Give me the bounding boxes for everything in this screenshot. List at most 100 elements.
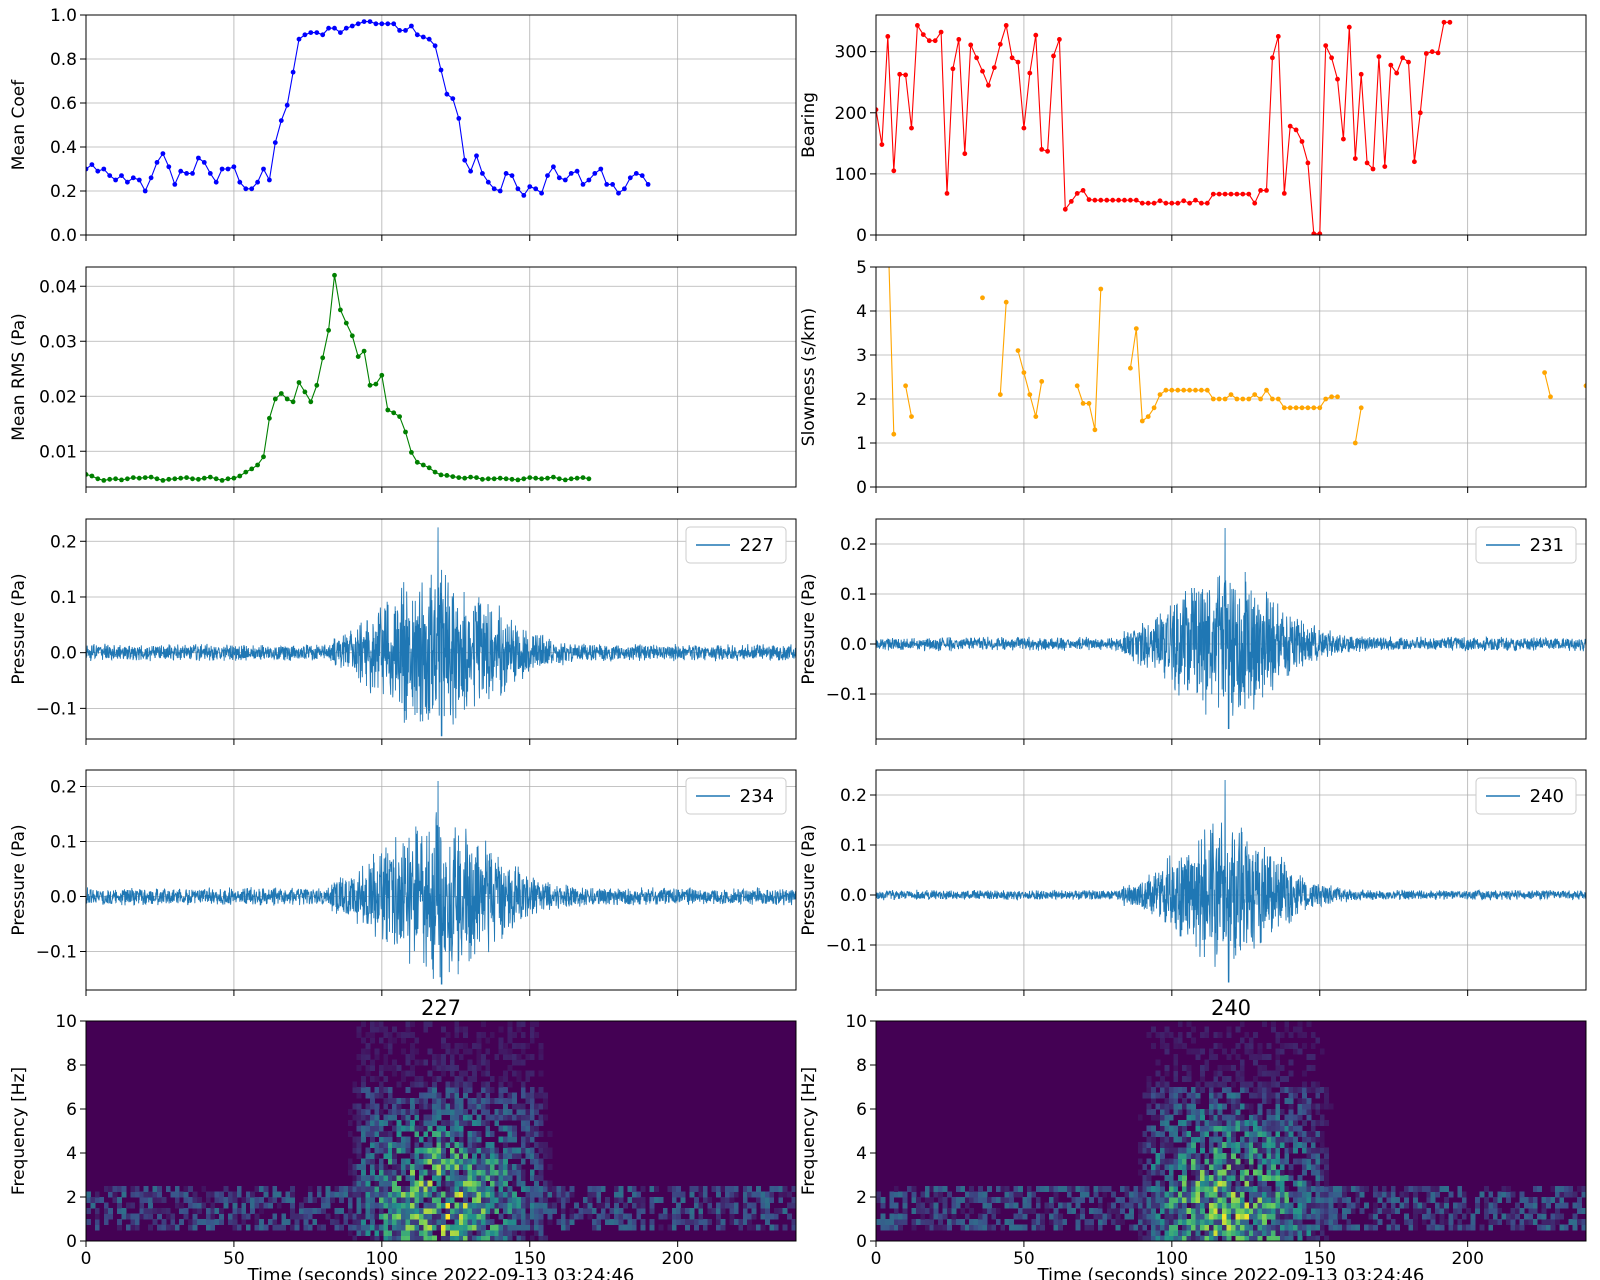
spectrogram-cell (409, 1208, 415, 1214)
spectrogram-cell (534, 1153, 540, 1159)
spectrogram-cell (361, 1081, 366, 1088)
spectrogram-cell (1195, 1120, 1201, 1126)
spectrogram-cell (432, 1153, 437, 1159)
data-point (290, 69, 296, 75)
spectrogram-cell (489, 1202, 495, 1209)
spectrogram-cell (334, 1224, 340, 1231)
spectrogram-cell (361, 1191, 366, 1198)
spectrogram-cell (370, 1191, 375, 1198)
spectrogram-cell (640, 1224, 646, 1231)
spectrogram-cell (538, 1219, 544, 1225)
spectrogram-cell (622, 1224, 628, 1231)
spectrogram-cell (392, 1070, 398, 1077)
spectrogram-cell (543, 1103, 548, 1110)
spectrogram-cell (396, 1164, 402, 1170)
spectrogram-cell (1226, 1175, 1232, 1181)
spectrogram-cell (1195, 1098, 1201, 1104)
spectrogram-cell (161, 1219, 167, 1225)
spectrogram-cell (1510, 1208, 1516, 1214)
data-point (545, 475, 550, 481)
spectrogram-cell (383, 1230, 389, 1236)
spectrogram-cell (458, 1164, 464, 1170)
spectrogram-cell (512, 1070, 517, 1077)
spectrogram-cell (1062, 1202, 1068, 1209)
spectrogram-cell (378, 1021, 384, 1027)
spectrogram-cell (1213, 1186, 1219, 1192)
spectrogram-cell (418, 1219, 424, 1225)
trace-line (876, 527, 1586, 730)
spectrogram-cell (494, 1114, 500, 1121)
spectrogram-cell (1217, 1114, 1223, 1121)
spectrogram-cell (498, 1109, 504, 1115)
spectrogram-cell (1226, 1114, 1232, 1121)
data-point (491, 186, 497, 192)
spectrogram-cell (409, 1191, 415, 1198)
spectrogram-cell (392, 1213, 398, 1220)
spectrogram-cell (1457, 1191, 1463, 1198)
spectrogram-cell (374, 1087, 380, 1093)
spectrogram-cell (596, 1213, 602, 1220)
spectrogram-cell (1226, 1186, 1232, 1192)
spectrogram-cell (1222, 1224, 1227, 1231)
spectrogram-cell (480, 1191, 486, 1198)
spectrogram-cell (449, 1136, 455, 1143)
spectrogram-cell (165, 1213, 171, 1220)
spectrogram-cell (347, 1224, 353, 1231)
spectrogram-cell (1177, 1180, 1183, 1187)
spectrogram-cell (432, 1186, 437, 1192)
spectrogram-cell (409, 1169, 415, 1176)
spectrogram-cell (494, 1230, 500, 1236)
spectrogram-cell (898, 1219, 904, 1225)
spectrogram-cell (476, 1059, 482, 1066)
spectrogram-cell (188, 1197, 193, 1203)
data-point (1145, 200, 1151, 206)
spectrogram-cell (432, 1191, 437, 1198)
spectrogram-cell (547, 1131, 553, 1137)
spectrogram-cell (1226, 1026, 1232, 1033)
spectrogram-cell (1297, 1180, 1303, 1187)
data-point (539, 476, 544, 482)
spectrogram-cell (307, 1191, 313, 1198)
spectrogram-cell (485, 1114, 491, 1121)
spectrogram-cell (485, 1186, 491, 1192)
spectrogram-cell (205, 1224, 211, 1231)
y-tick-label: 0.2 (50, 182, 77, 202)
spectrogram-cell (307, 1208, 313, 1214)
spectrogram-cell (1013, 1186, 1019, 1192)
spectrogram-cell (1142, 1186, 1148, 1192)
spectrogram-cell (1155, 1114, 1161, 1121)
spectrogram-cell (485, 1087, 491, 1093)
spectrogram-cell (1550, 1186, 1556, 1192)
spectrogram-cell (698, 1208, 704, 1214)
spectrogram-cell (427, 1070, 433, 1077)
spectrogram-cell (423, 1147, 429, 1154)
spectrogram-cell (1231, 1048, 1236, 1055)
spectrogram-cell (1279, 1180, 1285, 1187)
spectrogram-cell (1239, 1197, 1245, 1203)
spectrogram-cell (1040, 1219, 1046, 1225)
spectrogram-cell (374, 1230, 380, 1236)
spectrogram-cell (485, 1081, 491, 1088)
spectrogram-cell (134, 1186, 140, 1192)
spectrogram-cell (1568, 1191, 1574, 1198)
y-tick-label: 200 (835, 104, 867, 124)
spectrogram-cell (383, 1059, 389, 1066)
spectrogram-cell (401, 1032, 406, 1038)
data-point (243, 186, 249, 192)
spectrogram-cell (1248, 1235, 1254, 1241)
spectrogram-cell (370, 1213, 375, 1220)
spectrogram-cell (1293, 1158, 1298, 1165)
data-point (1293, 405, 1299, 411)
data-point (95, 476, 101, 482)
spectrogram-cell (729, 1219, 735, 1225)
spectrogram-cell (512, 1197, 517, 1203)
spectrogram-cell (347, 1158, 353, 1165)
spectrogram-cell (534, 1032, 540, 1038)
spectrogram-cell (1168, 1164, 1174, 1170)
data-point (367, 19, 373, 24)
spectrogram-cell (1386, 1197, 1392, 1203)
data-point (1151, 200, 1157, 206)
data-point (1133, 326, 1139, 331)
spectrogram-cell (538, 1070, 544, 1077)
spectrogram-cell (1235, 1175, 1241, 1181)
